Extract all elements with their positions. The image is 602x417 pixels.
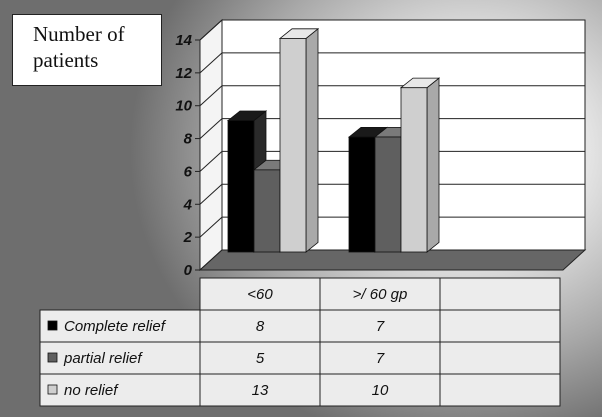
table-value-cell [439,309,561,343]
table-value-cell [199,341,321,375]
data-table-row: no relief 13 10 [39,373,561,407]
chart-title-line-1: Number of [33,22,125,46]
bar-side [426,77,440,253]
data-table-row: partial relief 5 7 [39,341,561,375]
legend-series-name: no relief [64,382,119,399]
plot-side-wall [199,18,223,272]
legend-swatch [47,320,58,331]
table-value: 7 [376,350,385,367]
bar-front [227,120,255,253]
bar-front [374,136,402,253]
gridline-side [199,151,223,172]
table-category-label: >/ 60 gp [353,286,408,303]
table-legend-cell [39,373,201,407]
chart-title-box: Number of patients [12,14,162,86]
bar-front [400,87,428,253]
table-legend-cell [39,309,201,343]
bar [226,110,268,253]
table-value-cell [319,341,441,375]
data-table-header: <60 >/ 60 gp [199,277,561,311]
table-header-cell [199,277,321,311]
bar-front [348,136,376,253]
table-value-cell [319,373,441,407]
gridline-side [199,19,223,41]
table-header-cell [319,277,441,311]
bar-front [253,169,281,253]
y-tick-label: 8 [184,131,193,148]
table-legend-cell [39,341,201,375]
table-category-label: <60 [247,286,273,303]
y-tick-label: 6 [184,163,193,180]
y-tick-label: 2 [183,229,193,246]
table-value-cell [439,341,561,375]
gridline-side [199,85,223,107]
bar [278,27,320,253]
plot-floor [198,249,587,271]
data-table-row: Complete relief 8 7 [39,309,561,343]
bar-side [305,27,319,253]
table-value: 7 [376,318,385,335]
y-tick-label: 0 [184,262,193,279]
table-value-cell [439,373,561,407]
gridline-side [199,216,223,238]
table-value: 10 [372,382,389,399]
bar [399,77,441,253]
bar-front [279,38,307,253]
gridline-side [199,52,223,74]
legend-swatch [47,384,58,395]
y-tick-label: 14 [175,32,192,49]
legend-series-name: partial relief [63,350,143,367]
chart-title-line-2: patients [33,48,99,72]
gridline-side [199,118,223,139]
y-tick-label: 10 [175,98,192,115]
table-value: 5 [256,350,265,367]
gridline-side [199,183,223,205]
y-tick-label: 4 [183,196,193,213]
table-value: 13 [252,382,269,399]
y-tick-label: 12 [175,65,192,82]
table-value: 8 [256,318,265,335]
legend-series-name: Complete relief [64,318,167,335]
table-header-cell [439,277,561,311]
legend-swatch [47,352,58,363]
